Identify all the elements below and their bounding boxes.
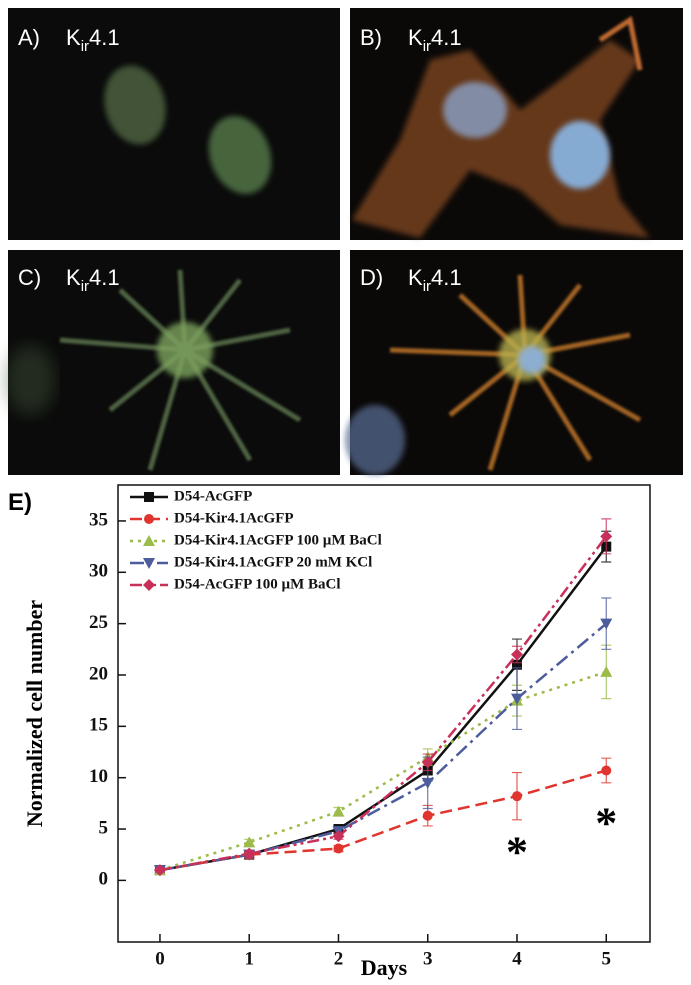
protein-base: K — [66, 265, 81, 290]
marker — [143, 535, 155, 546]
panel-letter: D) — [360, 265, 383, 290]
marker — [600, 530, 613, 543]
marker — [243, 836, 256, 848]
panel-d — [345, 250, 683, 475]
marker — [511, 648, 523, 661]
y-tick-label: 15 — [89, 715, 108, 736]
y-tick-label: 10 — [89, 766, 108, 787]
marker — [153, 864, 166, 877]
y-tick-label: 35 — [89, 509, 108, 530]
marker — [143, 558, 155, 569]
marker — [511, 693, 523, 705]
marker — [144, 492, 154, 502]
panel-protein: Kir4.1 — [408, 25, 462, 55]
legend-label: D54-Kir4.1AcGFP 20 mM KCl — [174, 554, 372, 570]
marker — [332, 830, 345, 843]
protein-rest: 4.1 — [431, 265, 462, 290]
protein-sub: ir — [423, 278, 431, 295]
panel-letter: A) — [18, 25, 40, 50]
x-tick-label: 0 — [155, 948, 165, 969]
marker — [600, 618, 613, 630]
marker — [332, 805, 345, 817]
legend-label: D54-Kir4.1AcGFP 100 µM BaCl — [174, 532, 382, 548]
y-axis-label: Normalized cell number — [22, 600, 47, 828]
protein-base: K — [66, 25, 81, 50]
series-line — [159, 769, 607, 872]
x-tick-label: 4 — [512, 948, 522, 969]
series-line — [159, 545, 608, 872]
y-tick-label: 0 — [99, 869, 109, 890]
panel-letter: C) — [18, 265, 41, 290]
y-tick-label: 25 — [89, 612, 108, 633]
y-tick-label: 5 — [99, 817, 109, 838]
panel-a — [8, 8, 340, 240]
marker — [601, 765, 612, 776]
x-tick-label: 1 — [244, 948, 254, 969]
annotation: * — [595, 799, 617, 848]
y-tick-label: 30 — [89, 561, 108, 582]
marker — [600, 665, 613, 677]
legend-label: D54-AcGFP 100 µM BaCl — [174, 576, 341, 592]
marker — [422, 810, 433, 821]
protein-base: K — [408, 265, 423, 290]
legend-label: D54-AcGFP — [174, 488, 252, 504]
marker — [421, 777, 434, 789]
protein-rest: 4.1 — [89, 265, 120, 290]
protein-base: K — [408, 25, 423, 50]
marker — [333, 843, 344, 854]
x-axis-label: Days — [361, 955, 408, 980]
protein-rest: 4.1 — [431, 25, 462, 50]
protein-sub: ir — [81, 278, 89, 295]
annotation: * — [506, 827, 528, 876]
chart: E) 0 5 10 15 20 25 30 35 0 1 2 3 4 5 Days Normalized cel… — [8, 484, 651, 980]
series-line — [159, 670, 607, 872]
panel-protein: Kir4.1 — [408, 265, 462, 295]
marker — [243, 847, 256, 860]
panel-c — [5, 250, 340, 475]
panel-label: E) — [8, 489, 32, 516]
marker — [143, 579, 155, 591]
y-tick-label: 20 — [89, 663, 108, 684]
x-tick-label: 2 — [334, 948, 344, 969]
x-tick-label: 5 — [602, 948, 612, 969]
panel-letter: B) — [360, 25, 382, 50]
protein-sub: ir — [423, 38, 431, 55]
panel-b — [350, 8, 683, 240]
protein-sub: ir — [81, 38, 89, 55]
marker — [144, 514, 154, 524]
protein-rest: 4.1 — [89, 25, 120, 50]
marker — [512, 791, 522, 802]
marker — [512, 659, 522, 670]
x-tick-label: 3 — [423, 948, 433, 969]
marker — [421, 756, 434, 769]
legend-label: D54-Kir4.1AcGFP — [174, 510, 294, 526]
panel-protein: Kir4.1 — [66, 265, 120, 295]
panel-labels: A) Kir4.1 B) Kir4.1C) Kir4.1 D) Kir4.1 — [18, 25, 462, 295]
panel-protein: Kir4.1 — [66, 25, 120, 55]
series-line — [159, 622, 608, 872]
axes-frame — [117, 484, 651, 943]
